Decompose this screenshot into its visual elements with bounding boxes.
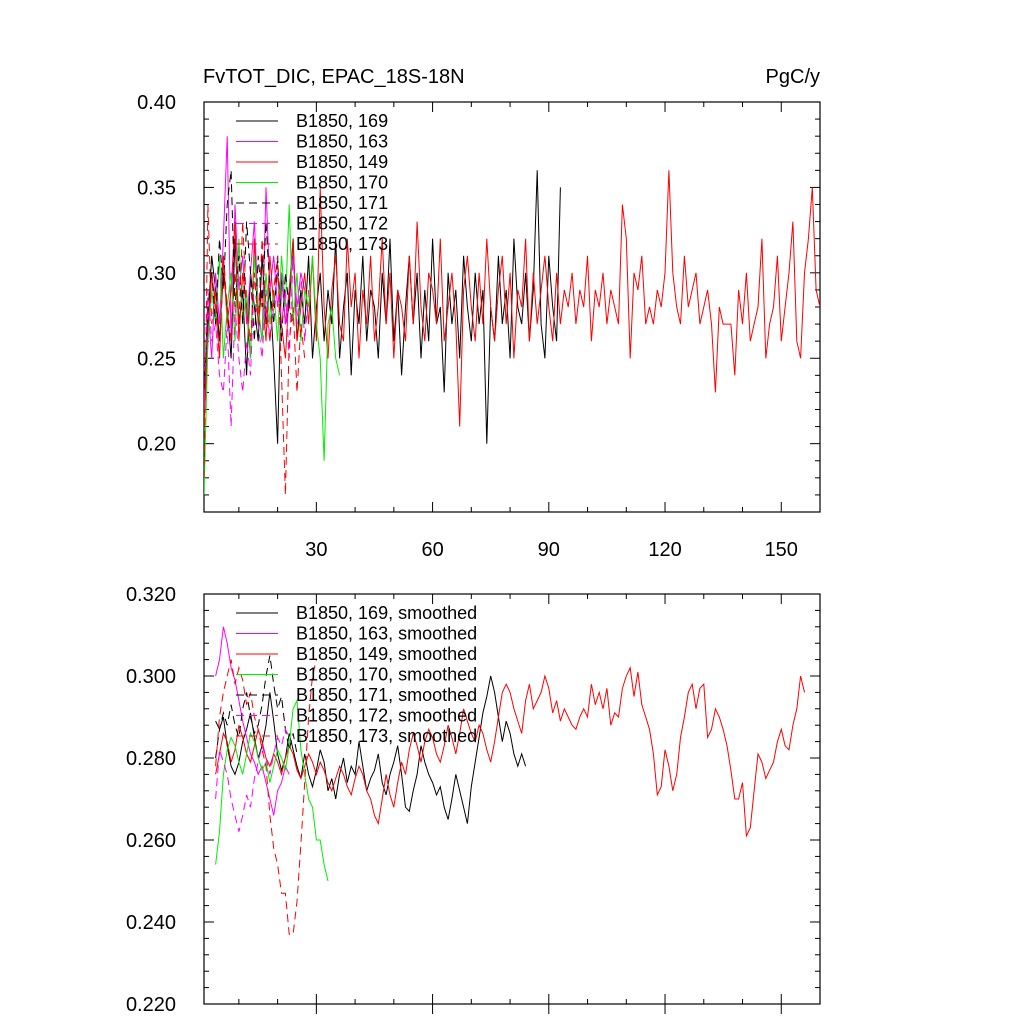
y-tick-label: 0.220 [126, 994, 176, 1016]
y-tick-label: 0.280 [126, 748, 176, 770]
legend-label: B1850, 149 [296, 152, 388, 172]
x-tick-label: 30 [305, 539, 327, 561]
legend-label: B1850, 149, smoothed [296, 644, 477, 664]
y-tick-label: 0.40 [137, 92, 176, 114]
legend-label: B1850, 163 [296, 132, 388, 152]
series-group [215, 626, 805, 935]
legend-label: B1850, 173, smoothed [296, 726, 477, 746]
series-line [215, 698, 329, 882]
legend-label: B1850, 171 [296, 193, 388, 213]
y-tick-label: 0.320 [126, 584, 176, 606]
y-tick-label: 0.30 [137, 263, 176, 285]
legend-label: B1850, 170, smoothed [296, 665, 477, 685]
y-tick-label: 0.35 [137, 177, 176, 199]
series-group [204, 136, 820, 495]
x-tick-label: 60 [421, 539, 443, 561]
legend-label: B1850, 172, smoothed [296, 706, 477, 726]
series-line [215, 666, 805, 838]
legend-label: B1850, 172 [296, 214, 388, 234]
y-tick-label: 0.240 [126, 912, 176, 934]
x-tick-label: 120 [648, 539, 681, 561]
series-line [215, 626, 290, 816]
legend-label: B1850, 173 [296, 234, 388, 254]
units-label: PgC/y [766, 66, 820, 88]
series-line [215, 675, 527, 824]
legend-label: B1850, 169, smoothed [296, 603, 477, 623]
series-line [215, 659, 317, 935]
series-line [215, 727, 290, 832]
y-tick-label: 0.300 [126, 666, 176, 688]
y-tick-label: 0.25 [137, 348, 176, 370]
series-line [215, 655, 298, 759]
x-tick-label: 90 [538, 539, 560, 561]
legend-label: B1850, 171, smoothed [296, 685, 477, 705]
chart-title: FvTOT_DIC, EPAC_18S-18N [203, 66, 465, 88]
x-tick-label: 150 [765, 539, 798, 561]
legend-label: B1850, 170 [296, 173, 388, 193]
top-panel: FvTOT_DIC, EPAC_18S-18N PgC/y 30 60 90 120 1… [137, 66, 821, 561]
bottom-panel: 0.220 0.240 0.260 0.280 0.300 0.320 B1850, 169… [126, 584, 821, 1016]
y-tick-label: 0.260 [126, 830, 176, 852]
y-tick-label: 0.20 [137, 434, 176, 456]
series-line [204, 204, 306, 495]
legend-label: B1850, 169 [296, 111, 388, 131]
plot-frame [203, 593, 821, 1005]
legend-label: B1850, 163, smoothed [296, 624, 477, 644]
